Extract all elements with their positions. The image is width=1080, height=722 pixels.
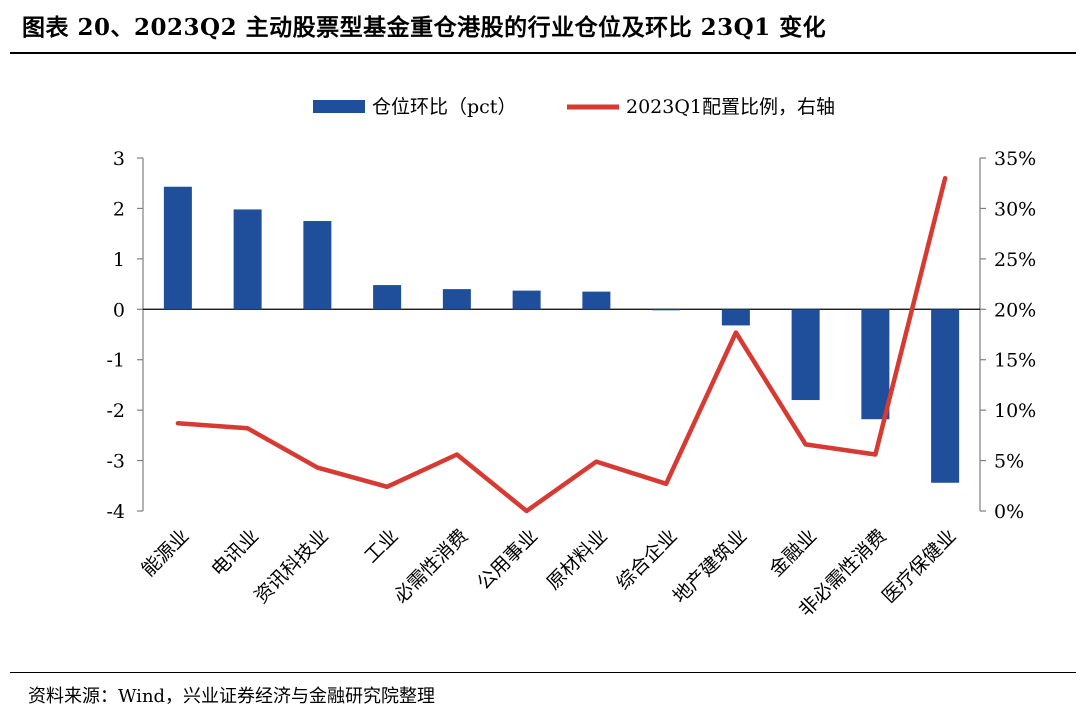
x-tick-label: 原材料业: [543, 525, 612, 594]
legend-line-label: 2023Q1配置比例，右轴: [626, 96, 835, 118]
y-right-tick-label: 30%: [994, 198, 1036, 220]
x-tick-label: 工业: [360, 525, 402, 567]
bar: [442, 289, 471, 310]
chart-title: 图表 20、2023Q2 主动股票型基金重仓港股的行业仓位及环比 23Q1 变化: [22, 14, 827, 41]
legend-bar-label: 仓位环比（pct）: [372, 96, 516, 118]
y-right-tick-label: 35%: [994, 148, 1036, 170]
bar: [582, 291, 611, 310]
bar: [303, 221, 332, 310]
y-right-tick-label: 20%: [994, 299, 1036, 321]
bar: [861, 309, 890, 420]
bar: [512, 290, 541, 310]
y-left-tick-label: -1: [106, 350, 125, 372]
x-tick-label: 电讯业: [207, 525, 263, 581]
x-tick-label: 能源业: [138, 525, 194, 581]
y-right-tick-label: 5%: [994, 451, 1024, 473]
x-tick-label: 必需性消费: [390, 525, 473, 608]
y-left-tick-label: 3: [113, 148, 125, 170]
y-left-tick-label: 1: [113, 249, 125, 271]
y-left-tick-label: 0: [113, 299, 125, 321]
x-tick-label: 资讯科技业: [250, 525, 333, 608]
y-right-tick-label: 25%: [994, 249, 1036, 271]
x-tick-label: 地产建筑业: [669, 525, 752, 608]
y-right-tick-label: 0%: [994, 501, 1024, 523]
top-divider: [10, 52, 1076, 54]
x-tick-label: 医疗保健业: [878, 525, 961, 608]
x-tick-label: 综合企业: [612, 525, 681, 594]
bar: [652, 309, 681, 311]
x-tick-label: 公用事业: [473, 525, 542, 594]
y-right-tick-label: 15%: [994, 350, 1036, 372]
bottom-divider: [10, 672, 1076, 673]
source-note: 资料来源：Wind，兴业证券经济与金融研究院整理: [28, 686, 436, 707]
bar: [163, 186, 192, 310]
bar: [233, 209, 262, 310]
y-left-tick-label: -3: [106, 451, 125, 473]
bar: [721, 309, 750, 326]
bar: [931, 309, 960, 483]
legend: 仓位环比（pct） 2023Q1配置比例，右轴: [313, 96, 835, 118]
y-left-tick-label: 2: [113, 198, 125, 220]
bar: [791, 309, 820, 401]
y-right-tick-label: 10%: [994, 400, 1036, 422]
bar: [373, 285, 402, 310]
line-path: [175, 175, 948, 514]
legend-bar-swatch: [313, 100, 365, 113]
y-left-tick-label: -4: [106, 501, 125, 523]
bar-series: [163, 186, 960, 483]
x-tick-label: 金融业: [765, 525, 821, 581]
line-series: [175, 175, 948, 514]
y-left-tick-label: -2: [106, 400, 125, 422]
